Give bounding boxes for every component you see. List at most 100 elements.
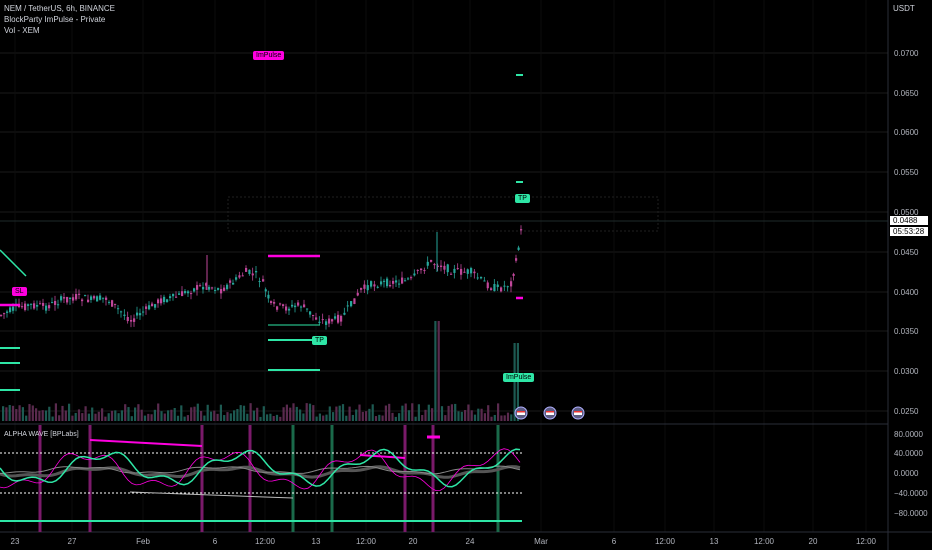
- volume-bar: [279, 416, 282, 421]
- candle-body: [36, 305, 39, 307]
- candle-body: [463, 271, 466, 273]
- volume-bar: [186, 415, 189, 421]
- candle-body: [446, 264, 449, 273]
- volume-bar: [21, 407, 24, 421]
- candle-body: [503, 285, 506, 287]
- volume-bar: [206, 404, 209, 421]
- calendar-event-icon[interactable]: [571, 406, 585, 420]
- signal-band: [330, 425, 334, 532]
- volume-bar: [143, 415, 147, 421]
- volume-bar: [25, 415, 28, 421]
- volume-bar: [110, 410, 114, 421]
- candle-body: [133, 318, 136, 322]
- impulse-signal-tag[interactable]: ImPulse: [253, 51, 285, 60]
- candle-body: [63, 297, 66, 299]
- candle-body: [108, 301, 111, 303]
- volume-bar: [391, 412, 394, 421]
- calendar-event-icon[interactable]: [514, 406, 528, 420]
- volume-bar: [322, 415, 325, 421]
- volume-bar: [434, 321, 437, 421]
- candle-body: [238, 275, 241, 278]
- volume-bar: [295, 406, 298, 421]
- take-profit-tag[interactable]: TP: [515, 194, 530, 203]
- volume-bar: [104, 416, 107, 421]
- volume-bar: [170, 409, 173, 421]
- candle-body: [300, 306, 303, 308]
- volume-title[interactable]: Vol - XEM: [4, 26, 40, 35]
- candle-body: [175, 296, 178, 298]
- divergence-line: [129, 491, 294, 499]
- candle-body: [181, 291, 184, 297]
- candle-body: [114, 303, 117, 305]
- price-tick: 0.0300: [894, 367, 919, 376]
- volume-bar: [180, 405, 183, 421]
- countdown-tag: 05:53:28: [890, 227, 928, 236]
- candle-body: [453, 268, 456, 273]
- candle-body: [75, 294, 78, 300]
- volume-bar: [71, 415, 74, 421]
- volume-bar: [84, 406, 87, 421]
- volume-bar: [233, 410, 236, 421]
- grid-lines: [0, 0, 888, 532]
- time-label: 24: [465, 537, 475, 546]
- time-label: 23: [10, 537, 20, 546]
- volume-bar: [374, 416, 378, 421]
- candle-body: [136, 312, 139, 316]
- volume-bar: [2, 406, 5, 421]
- candle-body: [312, 314, 315, 316]
- volume-bar: [368, 408, 371, 421]
- candle-body: [496, 284, 499, 288]
- candle-body: [426, 261, 429, 266]
- calendar-event-icon[interactable]: [543, 406, 557, 420]
- volume-bar: [44, 410, 48, 421]
- price-tick: 0.0250: [894, 407, 919, 416]
- candle-body: [343, 312, 346, 315]
- candle-body: [460, 268, 463, 275]
- symbol-title[interactable]: NEM / TetherUS, 6h, BINANCE: [4, 4, 115, 13]
- candle-body: [353, 298, 356, 304]
- candle-body: [72, 297, 75, 301]
- candle-body: [214, 289, 217, 291]
- volume-bar: [117, 413, 120, 421]
- signal-band: [431, 425, 435, 532]
- volume-bar: [473, 414, 477, 421]
- candle-body: [500, 287, 503, 292]
- volume-bar: [77, 409, 81, 421]
- candle-body: [24, 303, 27, 311]
- volume-bar: [510, 414, 513, 421]
- candle-body: [331, 319, 334, 322]
- candle-body: [205, 283, 208, 286]
- volume-bar: [209, 411, 213, 421]
- volume-bar: [54, 403, 57, 421]
- time-label: 13: [709, 537, 719, 546]
- oscillator-title[interactable]: ALPHA WAVE [BPLabs]: [4, 431, 79, 438]
- candle-body: [223, 287, 226, 291]
- volume-bar: [325, 414, 328, 421]
- candle-body: [3, 313, 6, 315]
- take-profit-tag[interactable]: TP: [312, 336, 327, 345]
- candle-body: [480, 276, 483, 279]
- volume-bar: [450, 404, 453, 421]
- volume-bar: [242, 405, 246, 421]
- candle-body: [430, 259, 433, 262]
- volume-bar: [414, 416, 417, 421]
- signal-band: [291, 425, 295, 532]
- osc-tick: −40.0000: [894, 489, 928, 498]
- impulse-signal-tag[interactable]: ImPulse: [503, 373, 535, 382]
- candle-body: [490, 288, 493, 290]
- time-label: Mar: [534, 537, 548, 546]
- indicator-title[interactable]: BlockParty ImPulse - Private: [4, 15, 106, 24]
- volume-bar: [114, 410, 117, 421]
- volume-bar: [140, 409, 143, 421]
- volume-bar: [351, 414, 354, 421]
- candle-body: [123, 314, 126, 316]
- candle-body: [57, 304, 60, 306]
- candle-body: [282, 304, 285, 307]
- signal-band: [248, 425, 252, 532]
- volume-bar: [190, 407, 193, 421]
- candle-body: [151, 303, 154, 307]
- candle-body: [337, 314, 340, 323]
- stop-loss-tag[interactable]: SL: [12, 287, 27, 296]
- candle-body: [126, 317, 129, 322]
